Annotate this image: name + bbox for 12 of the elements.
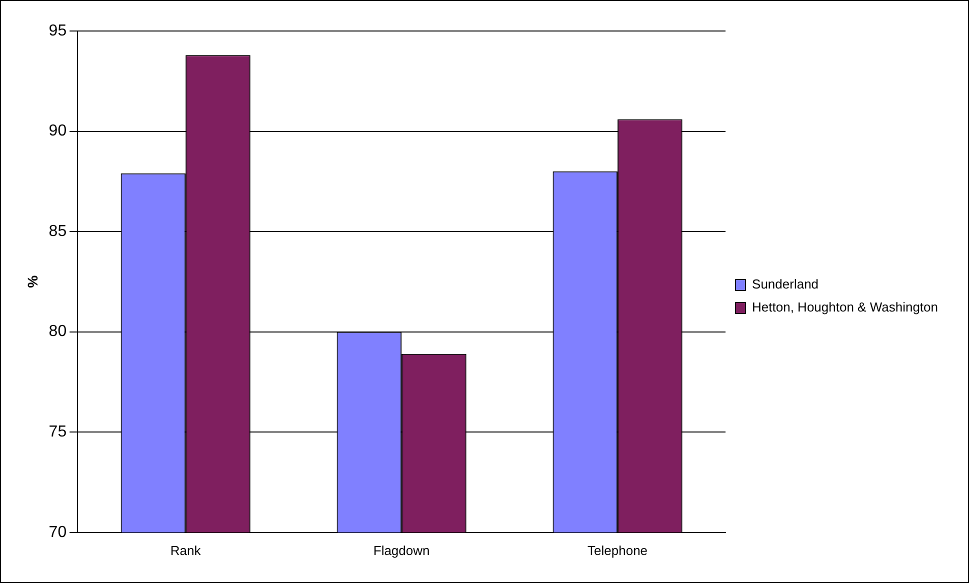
legend-label: Sunderland [752,276,819,292]
x-tick-label: Flagdown [373,542,430,558]
y-tick-label: 95 [48,22,67,40]
y-axis-title: % [24,274,40,288]
legend-label: Hetton, Houghton & Washington [752,300,938,315]
x-tick-label: Rank [170,542,202,558]
x-tick-label: Telephone [588,542,648,558]
y-tick-label: 80 [48,323,67,340]
y-tick-label: 90 [48,122,67,140]
y-tick-label: 75 [48,424,67,441]
y-tick-label: 85 [48,222,67,240]
y-tick-label: 70 [48,524,67,541]
